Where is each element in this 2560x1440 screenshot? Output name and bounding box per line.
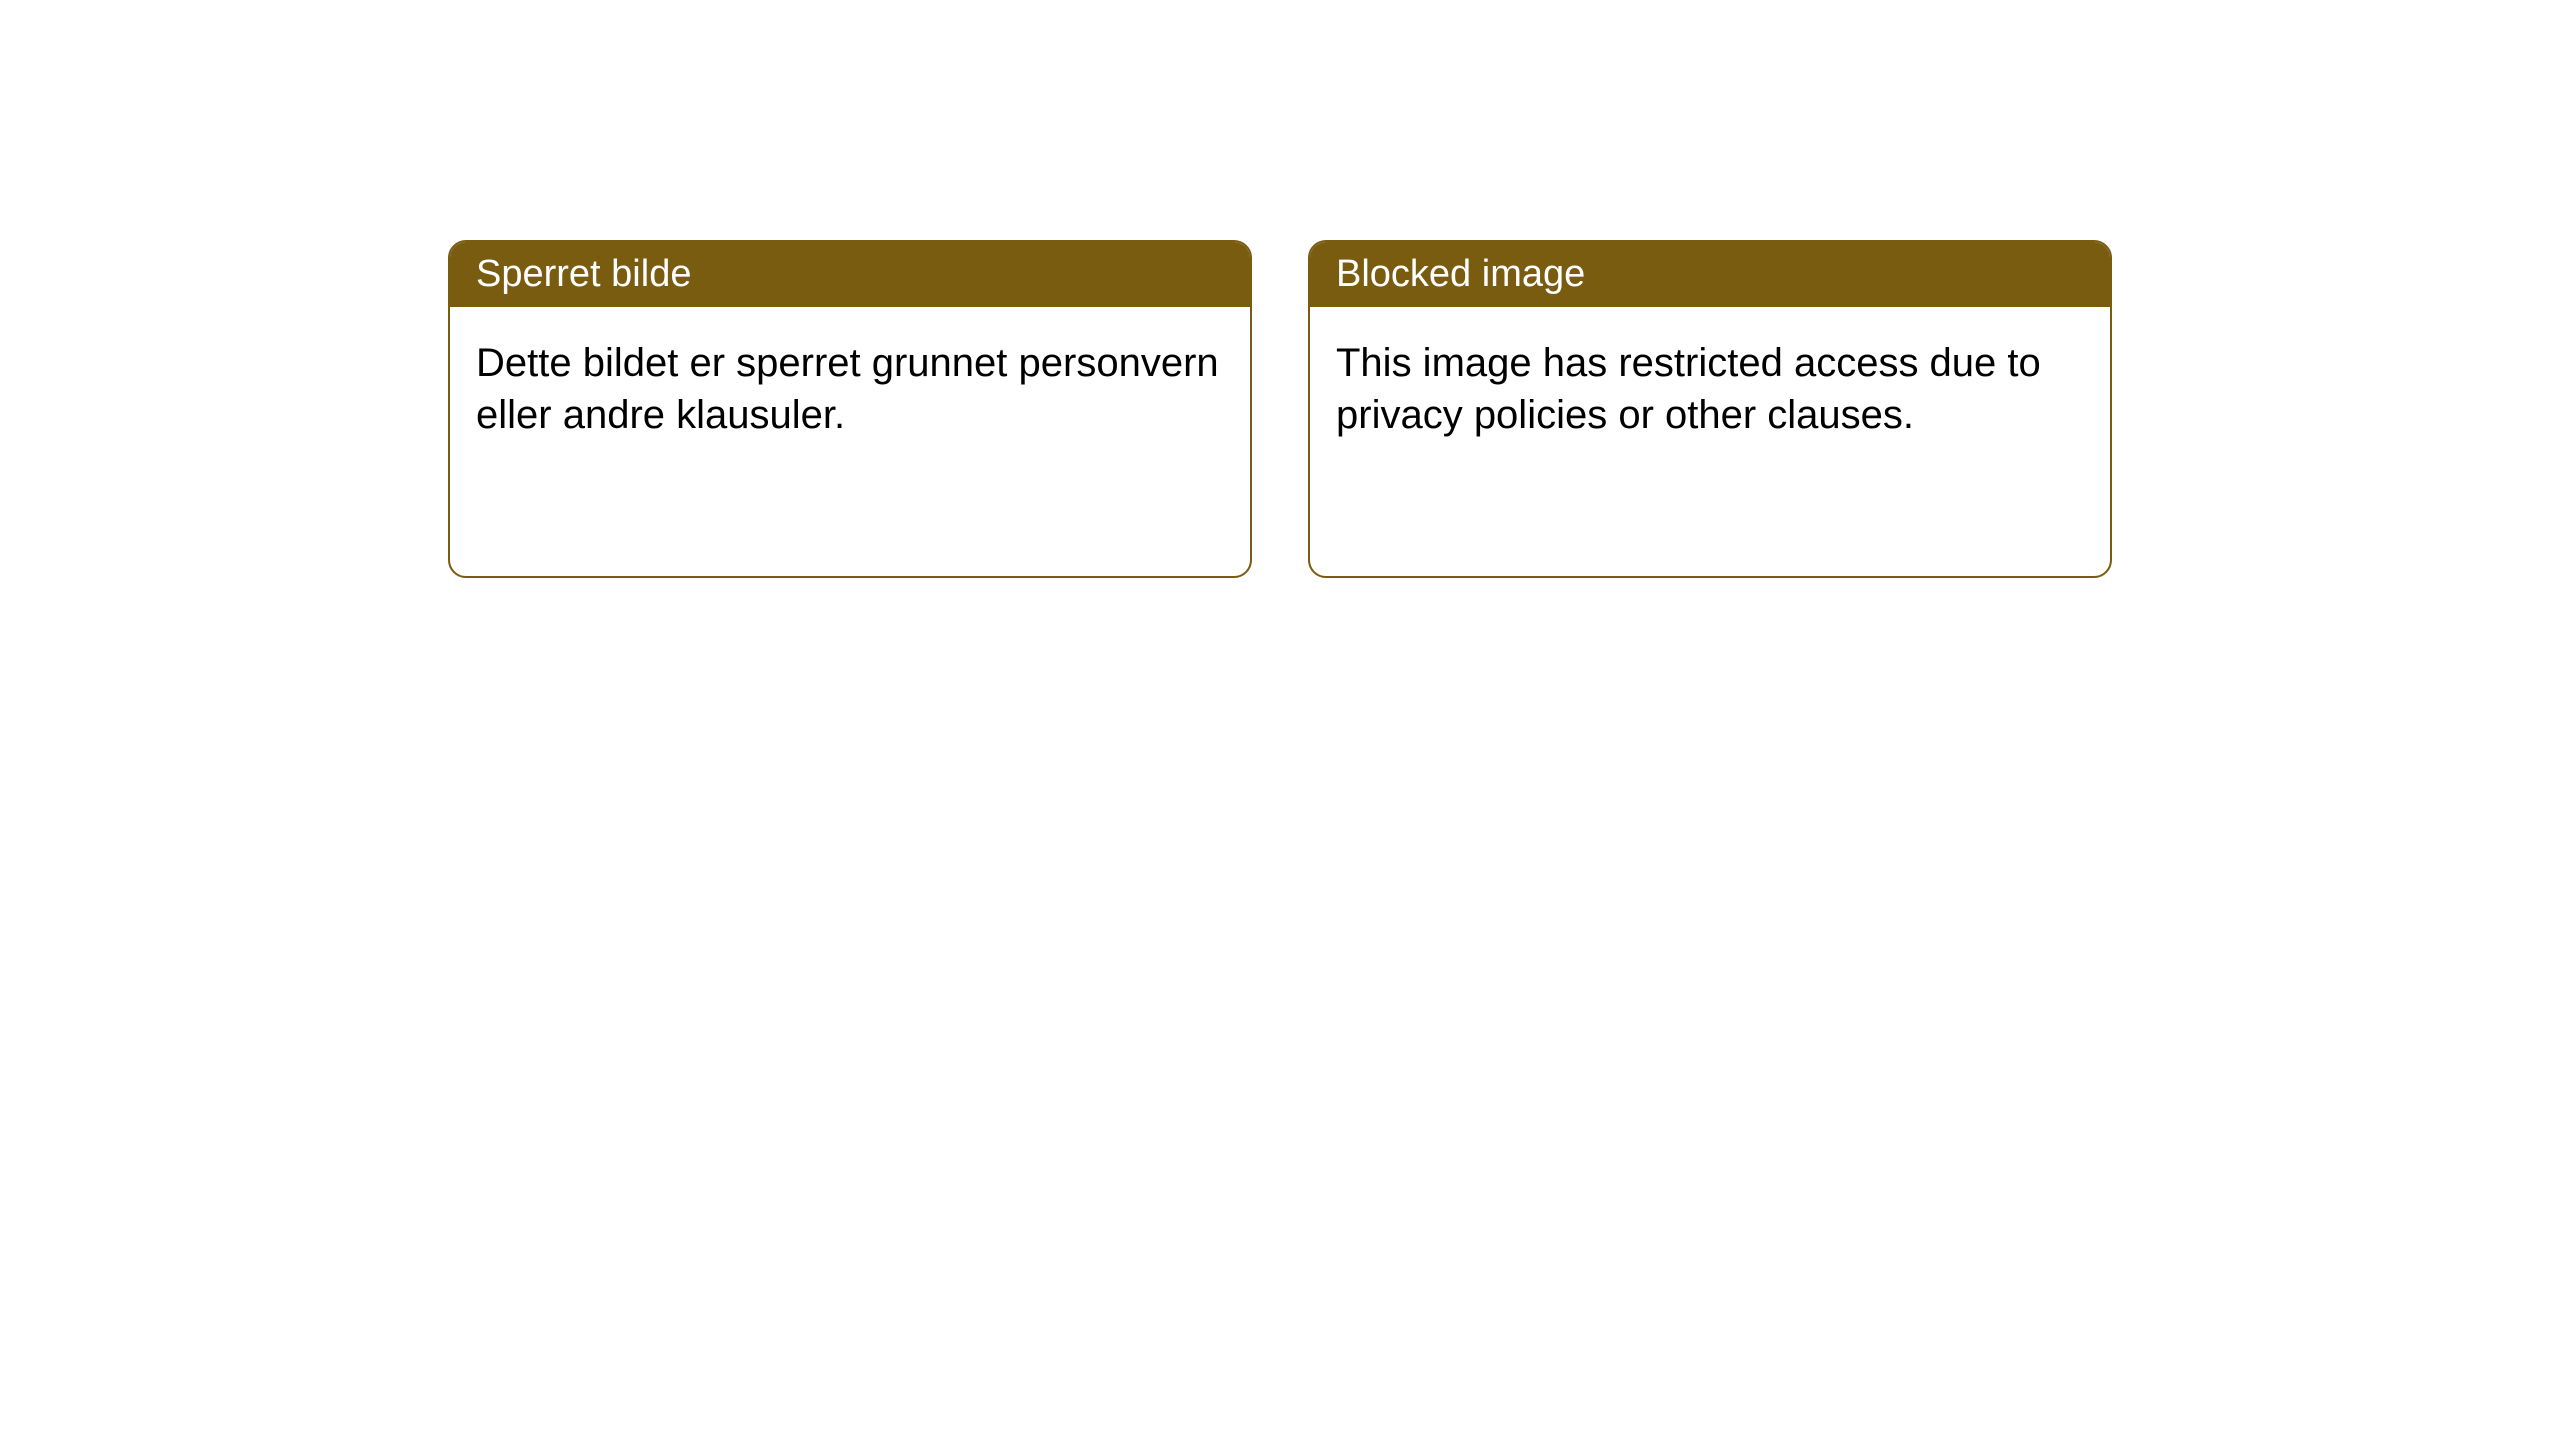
- blocked-image-cards: Sperret bilde Dette bildet er sperret gr…: [448, 240, 2112, 578]
- card-title-norwegian: Sperret bilde: [450, 242, 1250, 307]
- card-norwegian: Sperret bilde Dette bildet er sperret gr…: [448, 240, 1252, 578]
- card-title-english: Blocked image: [1310, 242, 2110, 307]
- card-body-english: This image has restricted access due to …: [1310, 307, 2110, 471]
- card-body-norwegian: Dette bildet er sperret grunnet personve…: [450, 307, 1250, 471]
- card-english: Blocked image This image has restricted …: [1308, 240, 2112, 578]
